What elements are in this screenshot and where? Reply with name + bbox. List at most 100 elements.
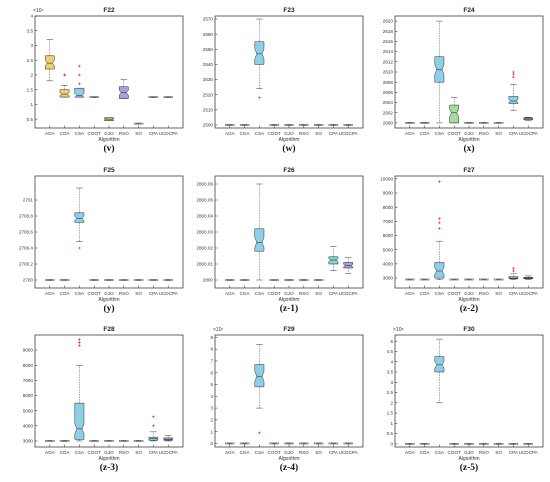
box-cpa <box>148 279 159 281</box>
outlier-marker <box>63 73 66 77</box>
box-body <box>434 356 445 373</box>
box-rso <box>479 278 489 281</box>
box-body <box>508 96 519 104</box>
x-tick-label: CPA <box>149 450 159 455</box>
box-aoa <box>405 443 415 445</box>
outlier-marker <box>438 180 441 183</box>
y-tick-label: 5000 <box>23 408 34 413</box>
x-tick-label: COA <box>240 291 251 296</box>
y-tick-label: 7 <box>210 359 213 364</box>
y-tick-label: 2540 <box>203 62 214 67</box>
x-tick-label: CSA <box>75 291 85 296</box>
box-aoa <box>45 279 55 281</box>
y-tick-label: 4.5 <box>387 349 394 354</box>
plot-area-frame <box>214 334 364 448</box>
x-tick-label: RSO <box>299 450 309 455</box>
y-tick-label: 9 <box>210 335 213 340</box>
box-rso <box>299 124 309 126</box>
y-tick-label: 2 <box>390 400 393 405</box>
box-csa <box>74 64 85 99</box>
box-ucdcpa <box>343 124 353 126</box>
outlier-marker <box>438 217 441 220</box>
x-tick-label: AOA <box>405 450 416 455</box>
chart-panel-f26: F26 2800 2800.01 2800.02 2800.03 2800.04 2800.… <box>196 167 364 314</box>
box-aoa <box>405 278 415 281</box>
y-tick-label: 3 <box>210 406 213 411</box>
panel-title: F26 <box>283 167 295 174</box>
y-tick-label: 0.5 <box>387 431 394 436</box>
box-cpa <box>328 124 339 126</box>
x-axis-label: Algorithm <box>458 456 479 462</box>
box-so <box>133 440 144 442</box>
x-tick-label: GJO <box>464 131 474 136</box>
panel-caption: (y) <box>103 303 114 314</box>
box-gjo <box>104 117 114 121</box>
y-tick-label: 1.5 <box>387 411 394 416</box>
box-cpa <box>508 70 519 111</box>
panel-title: F22 <box>103 7 115 14</box>
box-csa <box>434 180 445 280</box>
plot-area-frame <box>394 15 544 129</box>
x-axis-label: Algorithm <box>458 297 479 303</box>
panel-title: F30 <box>463 326 475 333</box>
x-tick-label: COOT <box>88 131 101 136</box>
plot-area-frame <box>214 175 364 289</box>
box-body <box>254 364 265 388</box>
chart-panel-f30: F30 ×10⁸ 0 0.5 1 1.5 2 2.5 3 3.5 4 4.5 5 AOA COA CSA COO… <box>387 326 544 473</box>
y-tick-label: 2614 <box>383 49 394 54</box>
y-tick-label: 4 <box>210 394 213 399</box>
y-tick-label: 5 <box>210 382 213 387</box>
x-tick-label: COOT <box>448 291 461 296</box>
x-tick-label: AOA <box>225 131 236 136</box>
chart-panel-f24: F24 2600 2602 2604 2606 2608 2610 2612 2614 2616 2… <box>383 7 544 154</box>
y-tick-label: 9000 <box>23 348 34 353</box>
box-gjo <box>464 278 474 281</box>
x-tick-label: UCDCPA <box>159 131 179 136</box>
x-tick-label: COA <box>420 131 431 136</box>
box-ucdcpa <box>523 443 533 445</box>
box-coot <box>269 279 279 281</box>
x-tick-label: CSA <box>435 291 445 296</box>
x-tick-label: GJO <box>284 450 294 455</box>
y-tick-label: 2800.05 <box>196 198 213 203</box>
box-body <box>328 256 339 265</box>
x-tick-label: COA <box>420 291 431 296</box>
x-tick-label: CSA <box>255 450 265 455</box>
box-rso <box>299 442 309 445</box>
box-coa <box>419 443 430 445</box>
box-body <box>254 41 265 65</box>
y-tick-label: 3 <box>390 380 393 385</box>
box-body <box>44 55 55 70</box>
y-tick-label: 1 <box>390 421 393 426</box>
x-tick-label: UCDCPA <box>339 450 359 455</box>
plot-area-frame <box>34 175 184 289</box>
outlier-marker <box>258 431 261 435</box>
chart-panel-f29: F29 ×10⁷ 0 1 2 3 4 5 6 7 8 9 AOA COA CSA COOT GJO RSO SO CP… <box>210 326 364 473</box>
outlier-marker <box>78 82 81 86</box>
box-coot <box>89 440 99 442</box>
x-tick-label: COA <box>240 450 251 455</box>
box-body <box>449 104 460 124</box>
box-rso <box>299 279 309 281</box>
box-coa <box>59 279 70 281</box>
y-tick-label: 2608 <box>383 80 394 85</box>
box-coa <box>239 442 250 445</box>
outlier-marker <box>78 64 81 68</box>
x-tick-label: GJO <box>104 131 114 136</box>
box-rso <box>119 440 129 442</box>
box-so <box>133 279 144 281</box>
x-tick-label: UCDCPA <box>159 291 179 296</box>
outlier-marker <box>512 269 515 273</box>
box-aoa <box>225 279 235 281</box>
box-body <box>254 228 265 252</box>
box-aoa <box>225 442 235 445</box>
x-tick-label: CPA <box>509 291 519 296</box>
box-body <box>74 402 85 440</box>
x-tick-label: AOA <box>225 450 236 455</box>
x-tick-label: RSO <box>479 131 489 136</box>
panel-caption: (z-1) <box>280 303 298 314</box>
y-tick-label: 2618 <box>383 29 394 34</box>
x-axis-label: Algorithm <box>458 137 479 143</box>
y-tick-label: 2.5 <box>27 58 34 63</box>
y-tick-label: 2606 <box>383 90 394 95</box>
